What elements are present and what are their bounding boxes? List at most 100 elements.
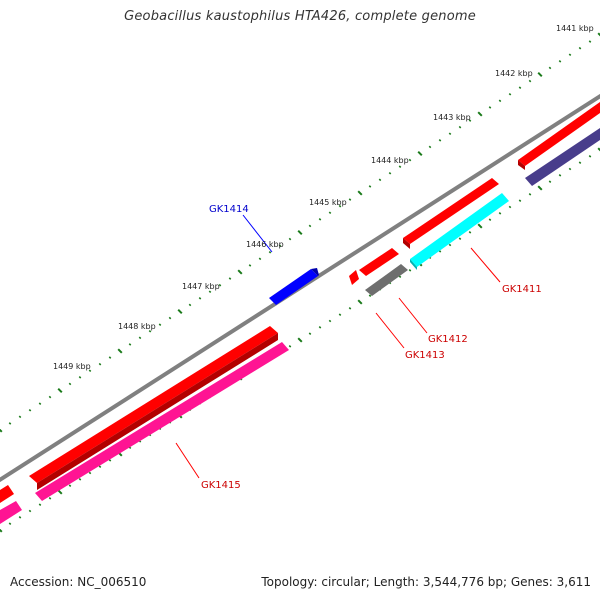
ruler-tick	[228, 277, 232, 280]
ruler-tick	[428, 145, 432, 149]
ruler-label-1444: 1444 kbp	[371, 156, 409, 165]
ruler-tick	[297, 229, 303, 236]
ruler-tick	[68, 484, 72, 487]
ruler-tick	[408, 269, 412, 272]
cds-bar	[349, 270, 359, 285]
ruler-tick	[8, 422, 12, 425]
cds-bar	[0, 501, 22, 524]
ruler-tick	[148, 329, 152, 333]
ruler-tick	[518, 199, 522, 202]
cds-bar	[0, 485, 14, 503]
ruler-tick	[498, 99, 502, 103]
ruler-tick	[308, 332, 312, 335]
ruler-tick	[368, 294, 372, 297]
ruler-tick	[488, 218, 492, 221]
ruler-label-1441: 1441 kbp	[556, 24, 594, 33]
ruler-tick	[348, 307, 352, 310]
ruler-tick	[578, 161, 582, 164]
ruler-tick	[458, 237, 462, 240]
ruler-tick	[8, 522, 12, 525]
ruler-tick	[38, 503, 42, 506]
ruler-label-1443: 1443 kbp	[433, 113, 471, 122]
ruler-tick	[88, 369, 92, 373]
ruler-tick	[558, 174, 562, 177]
ruler-tick	[597, 147, 600, 152]
ruler-tick	[528, 193, 532, 196]
ruler-tick	[288, 345, 292, 348]
cds-bar	[518, 102, 600, 166]
ruler-tick	[258, 257, 262, 261]
gene-gk1414-shape	[269, 268, 319, 305]
ruler-tick	[177, 308, 183, 315]
ruler-tick	[508, 92, 512, 96]
ruler-tick	[328, 211, 332, 215]
ruler-tick	[468, 231, 472, 234]
ruler-tick	[128, 343, 132, 346]
ruler-tick	[528, 79, 532, 83]
ruler-tick	[357, 190, 363, 196]
gene-label-gk1412[interactable]: GK1412	[428, 334, 468, 345]
ruler-tick	[338, 204, 342, 208]
accession-text: Accession: NC_006510	[10, 575, 147, 589]
ruler-tick	[408, 158, 412, 162]
ruler-tick	[218, 283, 222, 287]
ruler-tick	[248, 264, 252, 267]
ruler-tick	[57, 489, 63, 495]
ruler-tick	[278, 244, 282, 247]
ruler-tick	[237, 269, 243, 275]
ruler-tick	[108, 459, 112, 462]
ruler-tick	[548, 180, 552, 183]
ruler-tick	[297, 337, 303, 343]
cds-bar	[525, 128, 600, 186]
gene-label-gk1415[interactable]: GK1415	[201, 480, 241, 491]
ruler-tick	[48, 395, 52, 399]
ruler-tick	[477, 223, 483, 229]
ruler-labels: 1441 kbp 1442 kbp 1443 kbp 1444 kbp 1445…	[53, 24, 594, 371]
cds-bar	[403, 178, 499, 244]
ruler-tick	[468, 119, 472, 122]
ruler-tick	[588, 40, 592, 43]
genome-title: Geobacillus kaustophilus HTA426, complet…	[124, 9, 476, 24]
ruler-tick	[368, 185, 372, 188]
gene-labels: GK1414 GK1411 GK1412 GK1413 GK1415	[201, 204, 542, 491]
ruler-tick	[88, 471, 92, 475]
ruler-tick	[438, 250, 442, 253]
ruler-tick	[98, 465, 102, 468]
ruler-tick	[308, 224, 312, 228]
ruler-tick	[18, 415, 22, 419]
ruler-tick	[568, 167, 572, 171]
ruler-label-1449: 1449 kbp	[53, 362, 91, 371]
cds-bar	[35, 342, 289, 501]
ruler-tick	[498, 212, 502, 215]
ruler-tick	[328, 319, 332, 323]
gene-label-gk1411[interactable]: GK1411	[502, 284, 542, 295]
ruler-tick	[288, 237, 292, 241]
ruler-tick	[508, 205, 512, 209]
ruler-tick	[138, 336, 142, 340]
cds-bar	[410, 259, 417, 270]
ruler-label-1446: 1446 kbp	[246, 240, 284, 249]
ruler-tick	[78, 478, 82, 481]
ruler-tick	[318, 326, 322, 329]
ruler-tick	[378, 178, 382, 182]
cds-bar	[365, 264, 408, 296]
gene-label-gk1414[interactable]: GK1414	[209, 204, 249, 215]
ruler-tick	[458, 125, 462, 129]
ruler-tick	[477, 111, 483, 117]
ruler-tick	[0, 528, 3, 533]
reverse-cds-track	[0, 128, 600, 524]
ruler-tick	[488, 106, 492, 109]
ruler-tick	[68, 382, 72, 386]
ruler-tick	[117, 348, 123, 354]
gene-label-gk1413[interactable]: GK1413	[405, 350, 445, 361]
cds-bar	[518, 160, 525, 170]
ruler-tick	[558, 60, 562, 63]
ruler-tick	[518, 86, 522, 89]
ruler-tick	[98, 362, 102, 366]
ruler-tick	[537, 71, 543, 78]
ruler-tick	[318, 218, 322, 221]
ruler-tick	[208, 290, 212, 294]
ruler-tick	[578, 46, 582, 50]
ruler-tick	[38, 402, 42, 405]
